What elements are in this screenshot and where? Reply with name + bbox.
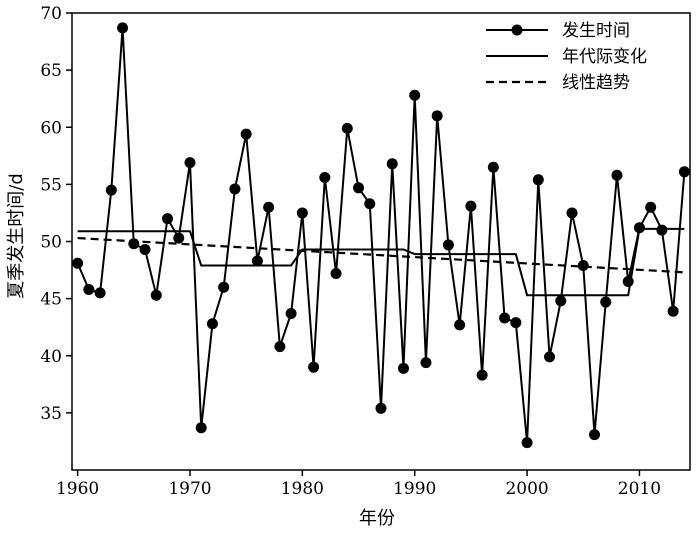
- legend-marker-occurrence: [511, 24, 523, 36]
- data-point: [83, 283, 95, 295]
- data-point: [229, 183, 241, 195]
- data-point: [588, 429, 600, 441]
- data-point: [521, 437, 533, 449]
- y-tick-label: 65: [40, 61, 62, 81]
- data-point: [499, 312, 511, 324]
- data-point: [308, 361, 320, 373]
- data-point: [555, 295, 567, 307]
- data-point: [72, 257, 84, 269]
- data-point: [296, 207, 308, 219]
- data-point: [162, 213, 174, 225]
- data-point: [386, 158, 398, 170]
- data-point: [409, 89, 421, 101]
- data-point: [195, 422, 207, 434]
- data-point: [274, 341, 286, 353]
- data-point: [128, 238, 140, 250]
- data-point: [431, 110, 443, 122]
- data-point: [532, 174, 544, 186]
- data-point: [319, 172, 331, 184]
- decadal-series: [77, 227, 685, 297]
- x-tick-label: 1980: [281, 479, 324, 499]
- data-point: [611, 169, 623, 181]
- axes: 1960 1970 1980 1990 2000 2010 35 40 45 50 55 60 65 70: [40, 4, 661, 499]
- decadal-line: [77, 227, 685, 297]
- data-point: [173, 232, 185, 244]
- data-point: [544, 351, 556, 363]
- data-point: [656, 224, 668, 236]
- legend: 发生时间 年代际变化 线性趋势: [486, 21, 647, 93]
- legend-label-decadal: 年代际变化: [562, 47, 647, 67]
- data-point: [330, 267, 342, 279]
- data-point: [420, 357, 432, 369]
- data-point: [577, 259, 589, 271]
- x-tick-label: 1990: [393, 479, 436, 499]
- trend-line: [77, 236, 685, 274]
- data-point: [622, 275, 634, 287]
- data-point: [633, 222, 645, 234]
- data-point: [667, 305, 679, 317]
- data-point: [510, 317, 522, 329]
- y-tick-label: 35: [40, 404, 62, 424]
- data-point: [251, 255, 263, 267]
- x-tick-label: 2010: [618, 479, 661, 499]
- data-point: [218, 281, 230, 293]
- data-point: [678, 166, 690, 178]
- legend-label-occurrence: 发生时间: [562, 21, 630, 41]
- data-point: [442, 239, 454, 251]
- data-point: [263, 201, 275, 213]
- data-point: [645, 201, 657, 213]
- data-point: [150, 289, 162, 301]
- data-point: [487, 161, 499, 173]
- data-point: [94, 287, 106, 299]
- legend-label-trend: 线性趋势: [562, 73, 630, 93]
- x-tick-label: 2000: [505, 479, 548, 499]
- data-point: [240, 128, 252, 140]
- data-point: [341, 122, 353, 134]
- data-point: [206, 318, 218, 330]
- data-point: [139, 243, 151, 255]
- trend-series: [77, 236, 685, 274]
- x-axis-title: 年份: [359, 508, 395, 529]
- data-point: [476, 369, 488, 381]
- y-tick-label: 70: [40, 4, 62, 24]
- data-point: [375, 402, 387, 414]
- data-point: [566, 207, 578, 219]
- data-point: [105, 184, 117, 196]
- y-tick-label: 60: [40, 118, 62, 138]
- data-point: [184, 157, 196, 169]
- x-tick-label: 1960: [56, 479, 99, 499]
- y-axis-title: 夏季发生时间/d: [6, 173, 27, 299]
- data-point: [117, 22, 129, 34]
- data-point: [353, 182, 365, 194]
- y-tick-label: 55: [40, 175, 62, 195]
- occurrence-series: [72, 22, 690, 449]
- data-point: [364, 198, 376, 210]
- data-point: [465, 200, 477, 212]
- data-point: [600, 296, 612, 308]
- x-tick-label: 1970: [168, 479, 211, 499]
- y-tick-label: 40: [40, 347, 62, 367]
- data-point: [454, 319, 466, 331]
- y-tick-label: 45: [40, 290, 62, 310]
- data-point: [397, 362, 409, 374]
- data-point: [285, 307, 297, 319]
- y-tick-label: 50: [40, 233, 62, 253]
